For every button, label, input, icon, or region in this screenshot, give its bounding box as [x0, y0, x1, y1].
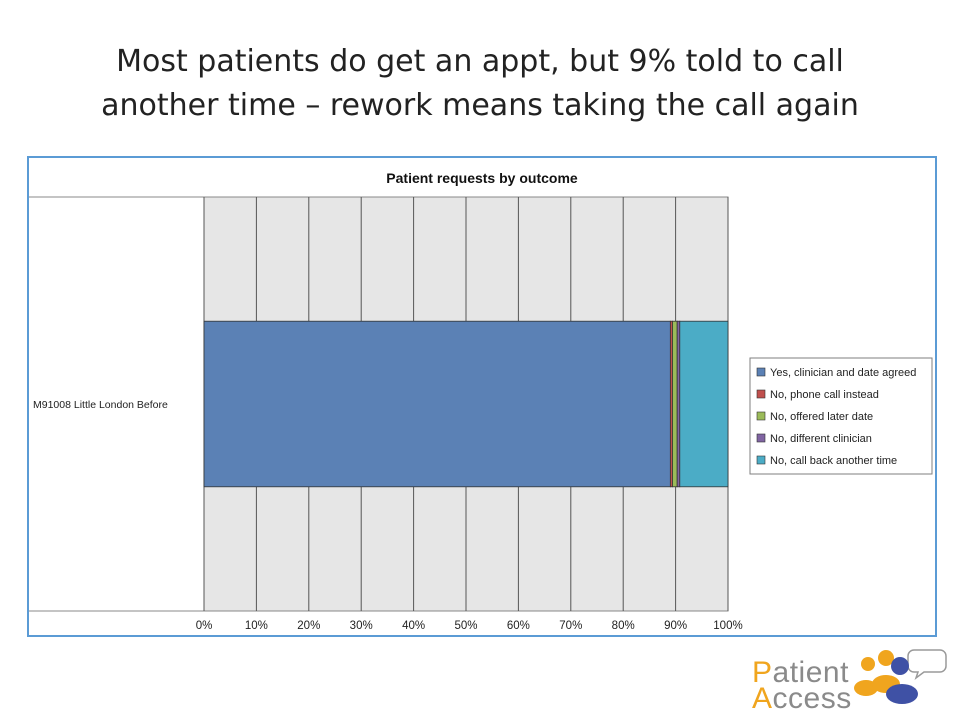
- bar-segment: [203, 320, 671, 488]
- x-tick-label: 80%: [612, 620, 635, 632]
- slide-title-line-2: another time – rework means taking the c…: [101, 88, 859, 123]
- legend-swatch: [756, 455, 766, 465]
- x-tick-label: 10%: [245, 620, 268, 632]
- legend-swatch: [756, 411, 766, 421]
- legend: Yes, clinician and date agreed No, phone …: [749, 357, 933, 475]
- slide-title: Most patients do get an appt, but 9% tol…: [40, 40, 920, 128]
- x-tick-label: 30%: [350, 620, 373, 632]
- logo-word-access-rest: ccess: [772, 682, 852, 715]
- x-tick-label: 0%: [196, 620, 213, 632]
- category-label: M91008 Little London Before: [33, 399, 168, 411]
- legend-label: No, offered later date: [770, 411, 873, 423]
- y-axis: M91008 Little London Before: [33, 399, 168, 411]
- legend-swatch: [756, 367, 766, 377]
- x-tick-label: 100%: [713, 620, 742, 632]
- logo-initial-p: P: [752, 656, 773, 689]
- logo-initial-a: A: [752, 682, 773, 715]
- legend-box: [749, 357, 933, 475]
- legend-label: No, different clinician: [770, 433, 872, 445]
- x-axis: 0% 10% 20% 30% 40% 50% 60% 70% 80% 90% 100%: [196, 620, 743, 632]
- bar-group: [203, 320, 729, 488]
- x-tick-label: 40%: [402, 620, 425, 632]
- logo-word-patient-rest: atient: [772, 656, 849, 689]
- x-tick-label: 50%: [454, 620, 477, 632]
- logo-word-access: Access: [752, 684, 852, 714]
- logo-word-patient: Patient: [752, 658, 849, 688]
- bar-segment: [679, 320, 729, 488]
- legend-label: No, phone call instead: [770, 389, 879, 401]
- legend-swatch: [756, 389, 766, 399]
- x-tick-label: 60%: [507, 620, 530, 632]
- bar-segment: [672, 320, 678, 488]
- x-tick-label: 20%: [297, 620, 320, 632]
- legend-swatch: [756, 433, 766, 443]
- x-tick-label: 90%: [664, 620, 687, 632]
- logo-people-icon: [854, 649, 947, 704]
- legend-label: No, call back another time: [770, 455, 897, 467]
- x-tick-label: 70%: [559, 620, 582, 632]
- chart-title: Patient requests by outcome: [386, 170, 578, 186]
- legend-label: Yes, clinician and date agreed: [770, 367, 916, 379]
- slide-title-line-1: Most patients do get an appt, but 9% tol…: [116, 44, 844, 79]
